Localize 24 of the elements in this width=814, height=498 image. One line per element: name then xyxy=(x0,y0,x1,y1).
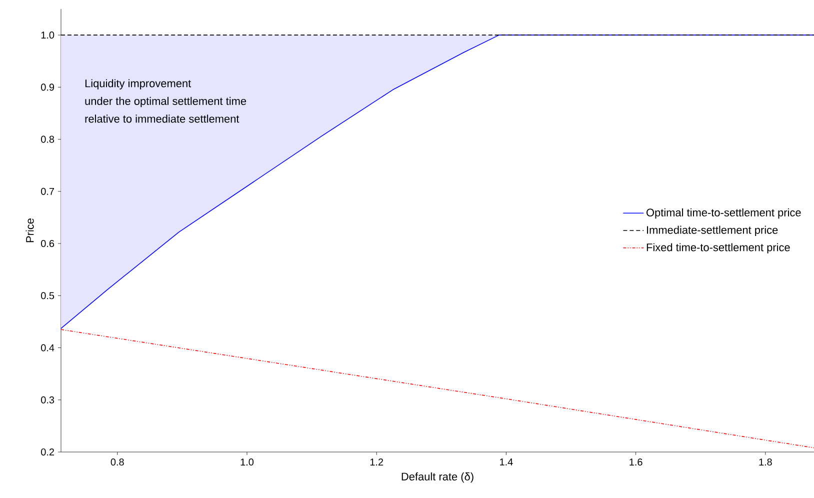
x-tick-label: 1.8 xyxy=(759,458,772,466)
y-tick-label: 0.9 xyxy=(41,84,54,91)
y-tick-label: 0.8 xyxy=(41,136,54,143)
legend-label: Optimal time-to-settlement price xyxy=(646,208,801,219)
y-tick-label: 0.5 xyxy=(41,292,54,300)
y-tick-label: 0.4 xyxy=(41,344,54,352)
y-tick-label: 0.3 xyxy=(41,396,54,404)
y-tick-label: 0.6 xyxy=(41,240,54,248)
x-axis-title: Default rate (δ) xyxy=(402,472,474,483)
annotation: Liquidity improvement xyxy=(85,79,192,90)
y-axis-title: Price xyxy=(26,218,34,242)
line-series xyxy=(60,34,814,329)
annotation: relative to immediate settlement xyxy=(85,114,240,123)
legend-label: Immediate-settlement price xyxy=(647,226,778,236)
x-tick-label: 1.2 xyxy=(370,458,384,466)
legend-label: Fixed time-to-settlement price xyxy=(646,243,790,254)
y-tick-label: 1.0 xyxy=(41,32,54,39)
y-tick-label: 0.2 xyxy=(41,448,54,456)
x-tick-label: 1.6 xyxy=(630,458,642,466)
x-tick-label: 0.8 xyxy=(110,458,124,466)
y-tick-label: 0.7 xyxy=(41,188,54,195)
x-tick-label: 1.4 xyxy=(500,458,513,466)
annotation: under the optimal settlement time xyxy=(85,96,246,108)
x-tick-label: 1.0 xyxy=(240,458,254,466)
